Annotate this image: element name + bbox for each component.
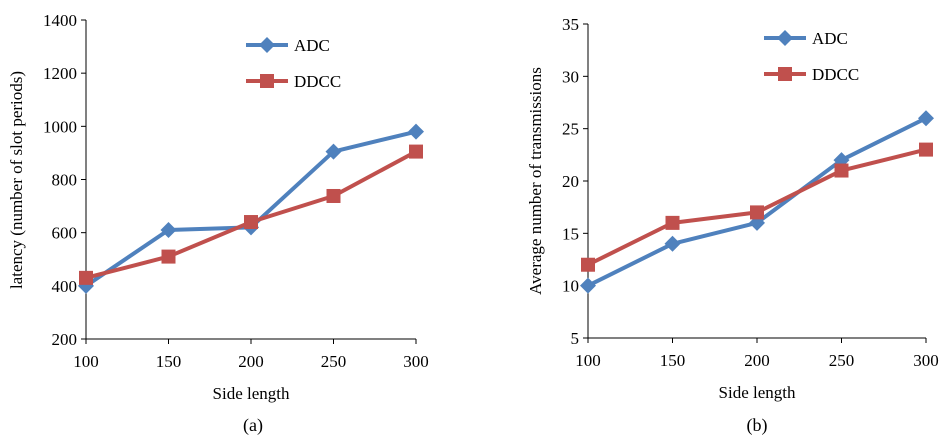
data-point [919, 142, 933, 157]
data-point [665, 215, 680, 230]
x-axis-label: Side length [213, 384, 290, 403]
y-tick-label: 30 [562, 67, 579, 86]
legend-marker [259, 37, 275, 53]
legend-entry-adc: ADC [764, 29, 848, 48]
legend-marker [260, 74, 274, 88]
data-point [409, 144, 423, 159]
legend-marker [777, 30, 793, 46]
y-tick-label: 200 [52, 330, 78, 349]
series-ddcc [581, 142, 933, 272]
legend-label: ADC [294, 36, 330, 55]
data-point [580, 277, 596, 294]
data-point [326, 188, 341, 203]
data-point [664, 235, 681, 252]
chart-panel-b: 5 10 15 20 25 30 35 100 150 200 250 300 Side length A… [526, 15, 939, 436]
x-tick-label: 200 [744, 351, 770, 370]
legend-entry-ddcc: DDCC [764, 65, 859, 84]
y-axis-label: latency (number of slot periods) [7, 71, 26, 289]
y-tick-label: 1000 [43, 117, 77, 136]
legend-label: ADC [812, 29, 848, 48]
y-tick-label: 5 [571, 329, 580, 348]
panel-label: (b) [747, 415, 768, 436]
data-point [244, 215, 258, 230]
y-tick-label: 35 [562, 15, 579, 34]
series-line [84, 129, 417, 288]
x-tick-label: 250 [321, 352, 347, 371]
series-ddcc [79, 144, 423, 285]
x-tick-label: 300 [403, 352, 429, 371]
y-tick-label: 400 [52, 277, 78, 296]
y-axis-label: Average number of transmissions [526, 67, 545, 295]
x-tick-label: 100 [73, 352, 99, 371]
x-tick-label: 150 [660, 351, 686, 370]
data-point [408, 123, 424, 140]
series-line [85, 149, 417, 280]
x-tick-label: 250 [829, 351, 855, 370]
data-point [834, 163, 849, 178]
x-tick-label: 100 [575, 351, 601, 370]
x-tick-label: 300 [913, 351, 939, 370]
series-adc [580, 110, 934, 294]
legend-entry-adc: ADC [246, 36, 330, 55]
data-point [581, 257, 595, 272]
legend-marker [778, 67, 792, 81]
x-tick-label: 150 [156, 352, 182, 371]
chart-panel-a: 200 400 600 800 1000 1200 1400 100 150 200 250 300 S… [7, 11, 429, 436]
y-tick-label: 600 [52, 224, 78, 243]
legend-entry-ddcc: DDCC [246, 72, 341, 91]
y-tick-label: 25 [562, 120, 579, 139]
y-tick-label: 800 [52, 171, 78, 190]
data-point [918, 110, 934, 127]
data-point [750, 205, 764, 220]
x-axis-label: Side length [719, 383, 796, 402]
y-tick-label: 10 [562, 277, 579, 296]
legend-label: DDCC [812, 65, 859, 84]
data-point [79, 270, 93, 285]
y-tick-label: 15 [562, 224, 579, 243]
data-point [161, 249, 176, 264]
y-tick-label: 20 [562, 172, 579, 191]
panel-label: (a) [243, 415, 263, 436]
series-line [587, 116, 927, 288]
x-tick-label: 200 [238, 352, 264, 371]
y-tick-label: 1200 [43, 64, 77, 83]
data-point [325, 143, 342, 160]
data-point [160, 222, 177, 239]
y-tick-label: 1400 [43, 11, 77, 30]
legend-label: DDCC [294, 72, 341, 91]
